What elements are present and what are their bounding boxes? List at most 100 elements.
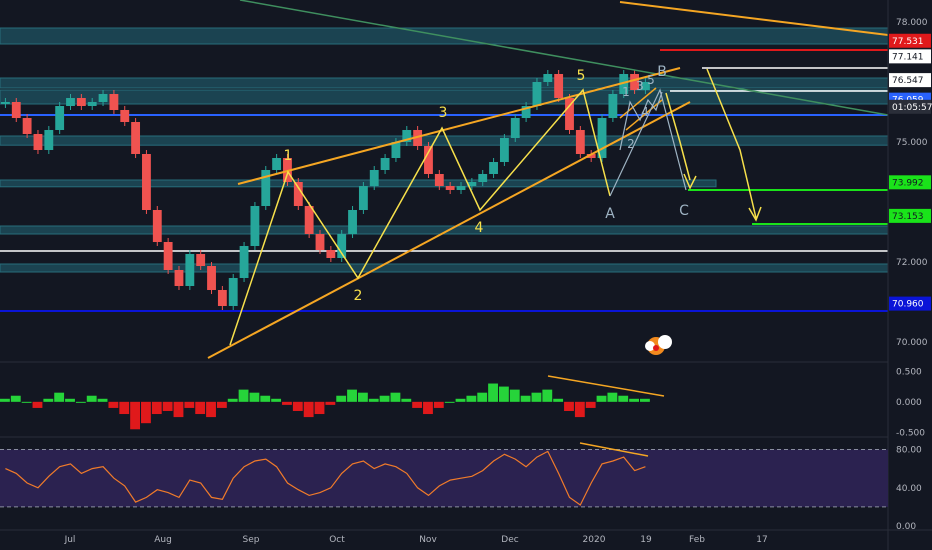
oscillator-bar <box>108 401 119 408</box>
oscillator-bar <box>531 392 542 402</box>
oscillator-bars <box>0 383 650 430</box>
oscillator-bar <box>466 395 477 402</box>
oscillator-bar <box>86 395 97 402</box>
oscillator-divergence-line[interactable] <box>547 375 665 397</box>
price-axis[interactable]: 78.000 75.000 72.000 70.000 77.531 77.141 76.5… <box>889 18 932 348</box>
price-label-badge[interactable] <box>889 296 931 311</box>
candle <box>358 186 368 210</box>
candle <box>575 130 585 154</box>
candle <box>55 106 65 130</box>
support-resistance-zone[interactable] <box>0 263 889 273</box>
candle <box>456 186 466 190</box>
candle <box>402 130 412 142</box>
time-tick-label: Feb <box>689 535 705 545</box>
candle <box>337 234 347 258</box>
oscillator-axis[interactable]: 0.500 0.000 -0.500 <box>896 367 925 438</box>
price-label-badge[interactable] <box>889 33 931 48</box>
time-tick-label: Oct <box>329 535 345 545</box>
trendline-green-descending[interactable] <box>239 0 889 116</box>
candle <box>326 250 336 258</box>
wave-label-5: 5 <box>577 68 586 84</box>
rsi-pane[interactable] <box>0 442 888 508</box>
candle <box>641 82 650 90</box>
channel-lower-line[interactable] <box>207 101 691 359</box>
oscillator-bar <box>238 389 249 402</box>
rsi-band <box>0 449 888 507</box>
oscillator-bar <box>357 392 368 402</box>
candle <box>33 134 43 150</box>
price-label-badge[interactable] <box>889 73 931 88</box>
channel-upper-line[interactable] <box>237 67 681 185</box>
price-label-badge[interactable] <box>889 208 931 223</box>
price-tick-label: 78.000 <box>896 18 928 28</box>
oscillator-bar <box>54 392 65 402</box>
corrective-wave-path[interactable] <box>609 88 687 197</box>
candle <box>11 102 21 118</box>
price-tick-label: 72.000 <box>896 258 928 268</box>
trendline-orange-top[interactable] <box>619 1 889 36</box>
wave-label-C: C <box>679 203 689 219</box>
rsi-divergence-line[interactable] <box>579 442 649 457</box>
candle <box>44 130 54 150</box>
candle <box>315 234 325 250</box>
price-label-badge[interactable] <box>889 99 931 114</box>
candle <box>239 246 249 278</box>
oscillator-bar <box>303 401 314 418</box>
candle <box>228 278 238 306</box>
support-resistance-zone[interactable] <box>0 77 889 89</box>
price-pane[interactable]: 1 2 3 4 5 A B C 1 2 3 4 5 <box>0 0 889 359</box>
time-tick-label: 19 <box>640 535 652 545</box>
oscillator-bar <box>629 398 639 402</box>
candle <box>543 74 553 82</box>
price-tick-label: 75.000 <box>896 138 928 148</box>
oscillator-bar <box>553 398 564 402</box>
oscillator-bar <box>542 389 553 402</box>
oscillator-bar <box>314 401 325 415</box>
oscillator-tick-label: 0.000 <box>896 398 922 408</box>
oscillator-bar <box>488 383 498 402</box>
oscillator-bar <box>607 392 618 402</box>
oscillator-bar <box>260 395 271 402</box>
candle <box>109 94 119 110</box>
wave-label-A: A <box>605 206 615 222</box>
elliott-wave-path[interactable] <box>229 88 611 346</box>
mini-wedge-upper[interactable] <box>619 87 657 119</box>
rsi-axis[interactable]: 80.00 40.00 0.00 <box>896 445 922 532</box>
projection-arrow-2[interactable] <box>706 68 757 219</box>
projection-arrow-1[interactable] <box>665 92 691 181</box>
time-axis[interactable]: Jul Aug Sep Oct Nov Dec 2020 19 Feb 17 <box>64 535 768 545</box>
candle <box>293 182 303 206</box>
oscillator-bar <box>0 398 10 402</box>
candle <box>304 206 314 234</box>
candle <box>22 118 32 134</box>
price-label-badge[interactable] <box>889 175 931 190</box>
oscillator-bar <box>509 389 520 402</box>
oscillator-bar <box>390 392 401 402</box>
rsi-series <box>5 450 646 506</box>
oscillator-bar <box>325 401 336 405</box>
candle <box>348 210 357 234</box>
candle <box>142 154 151 210</box>
oscillator-bar <box>216 401 227 408</box>
mini-wedge-lower[interactable] <box>625 99 663 131</box>
oscillator-bar <box>195 401 206 415</box>
candle <box>369 170 379 186</box>
oscillator-bar <box>574 401 585 418</box>
candle <box>532 82 542 106</box>
sub-wave-label-5: 5 <box>647 73 655 87</box>
sub-wave-path[interactable] <box>619 91 663 151</box>
oscillator-pane[interactable] <box>0 375 665 430</box>
candle <box>597 118 607 158</box>
oscillator-bar <box>249 392 260 402</box>
oscillator-bar <box>162 401 173 411</box>
candle <box>185 254 195 286</box>
oscillator-bar <box>412 401 423 408</box>
support-resistance-zone[interactable] <box>0 179 717 188</box>
price-label-text: 77.531 <box>892 37 924 47</box>
candle <box>196 254 206 266</box>
time-tick-label: Jul <box>64 535 76 545</box>
oscillator-bar <box>585 401 596 408</box>
price-label-badge[interactable] <box>889 49 931 64</box>
price-label-text: 70.960 <box>892 300 924 310</box>
